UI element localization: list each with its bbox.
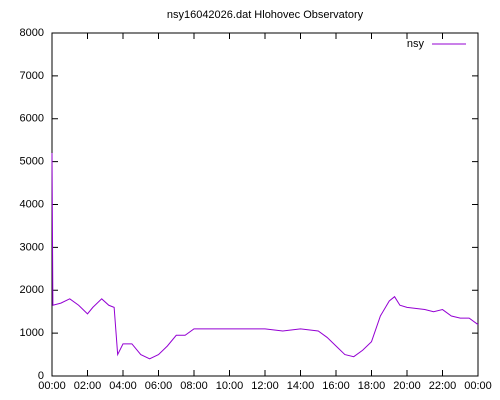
y-tick-label: 1000 bbox=[20, 327, 44, 339]
y-tick-label: 3000 bbox=[20, 241, 44, 253]
x-tick-label: 00:00 bbox=[38, 380, 66, 392]
x-tick-label: 16:00 bbox=[322, 380, 350, 392]
y-tick-label: 7000 bbox=[20, 70, 44, 82]
y-tick-label: 0 bbox=[38, 370, 44, 382]
x-tick-label: 04:00 bbox=[109, 380, 137, 392]
chart-title: nsy16042026.dat Hlohovec Observatory bbox=[167, 9, 364, 21]
x-tick-label: 08:00 bbox=[180, 380, 208, 392]
y-tick-label: 8000 bbox=[20, 27, 44, 39]
y-tick-label: 2000 bbox=[20, 284, 44, 296]
x-tick-label: 18:00 bbox=[358, 380, 386, 392]
x-tick-label: 06:00 bbox=[145, 380, 173, 392]
legend-label: nsy bbox=[407, 38, 425, 50]
x-tick-label: 22:00 bbox=[429, 380, 457, 392]
y-tick-label: 5000 bbox=[20, 156, 44, 168]
x-tick-label: 14:00 bbox=[287, 380, 315, 392]
y-tick-label: 4000 bbox=[20, 198, 44, 210]
x-tick-label: 12:00 bbox=[251, 380, 279, 392]
x-tick-label: 00:00 bbox=[464, 380, 492, 392]
series-line bbox=[51, 153, 479, 360]
x-tick-label: 10:00 bbox=[216, 380, 244, 392]
x-tick-label: 02:00 bbox=[74, 380, 102, 392]
y-tick-label: 6000 bbox=[20, 113, 44, 125]
x-tick-label: 20:00 bbox=[393, 380, 421, 392]
